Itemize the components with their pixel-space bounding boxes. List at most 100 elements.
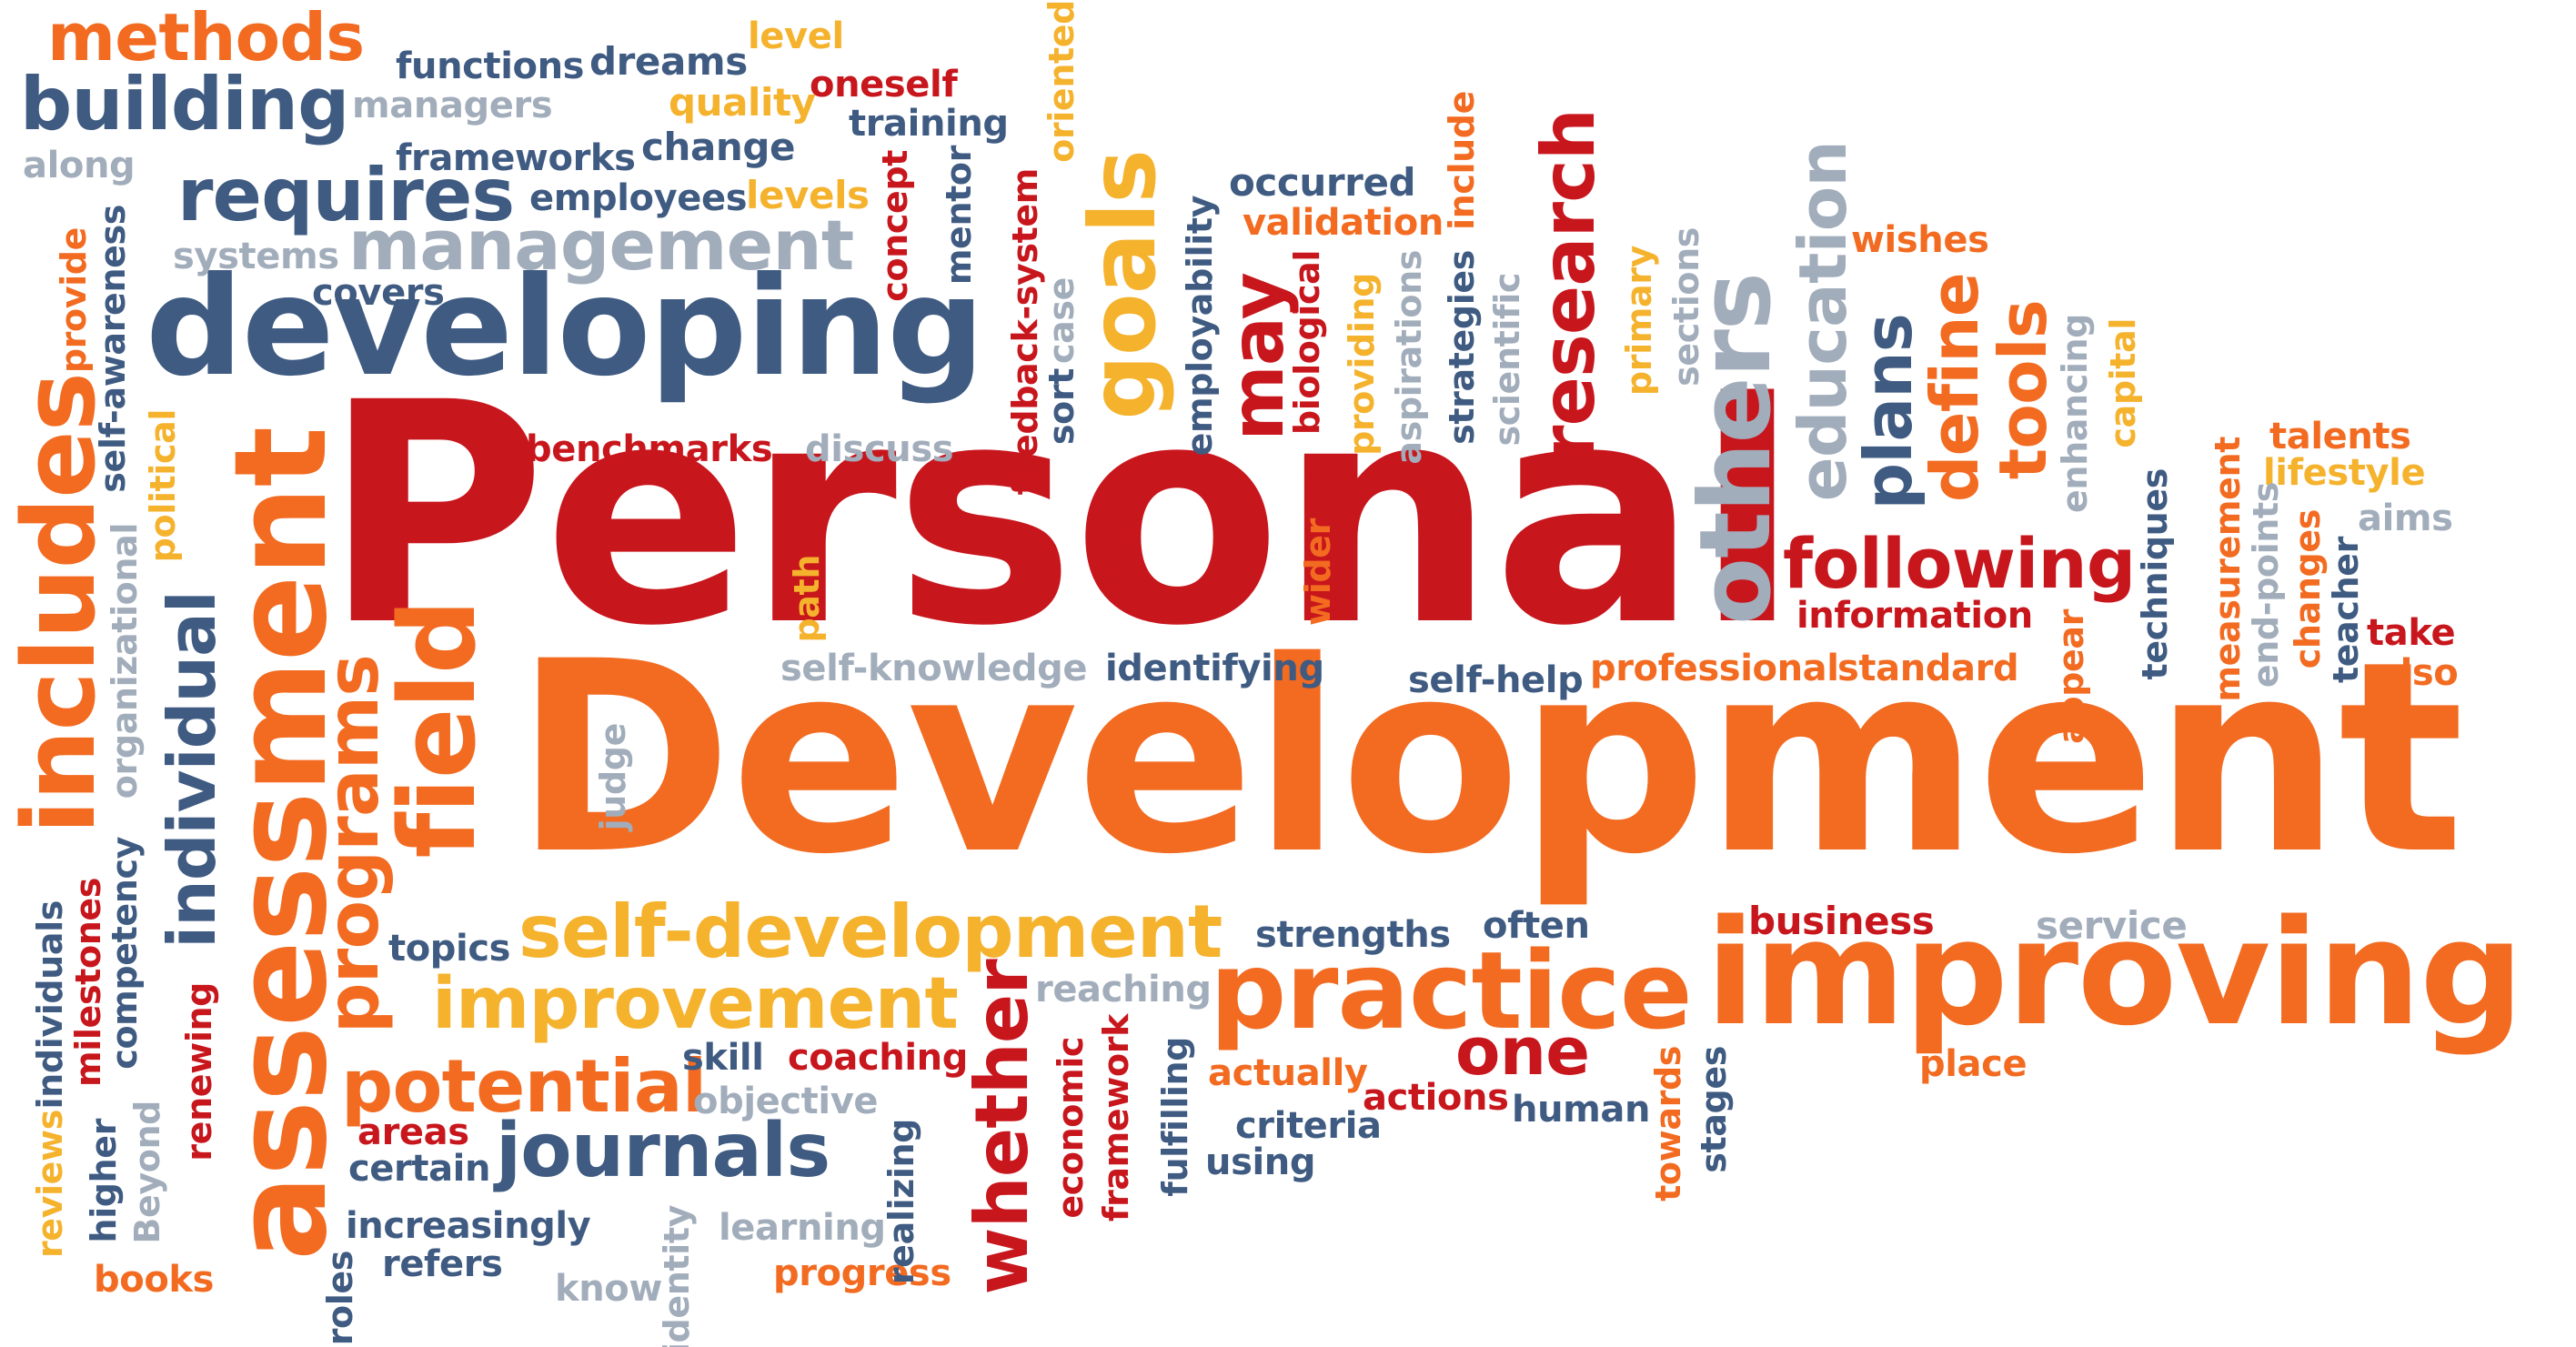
word-individuals: individuals	[30, 900, 70, 1110]
word-employability: employability	[1180, 196, 1220, 457]
word-primary: primary	[1619, 246, 1659, 397]
word-economic: economic	[1051, 1037, 1091, 1219]
word-practice: practice	[1210, 928, 1693, 1053]
word-plans: plans	[1850, 314, 1927, 510]
word-using: using	[1205, 1141, 1316, 1183]
word-mentor: mentor	[939, 146, 979, 286]
word-benchmarks: benchmarks	[526, 428, 773, 470]
word-life: life	[1096, 528, 1136, 588]
word-strengths: strengths	[1255, 914, 1451, 956]
word-occurred: occurred	[1229, 160, 1416, 205]
word-reviews: reviews	[30, 1110, 70, 1259]
word-service: service	[2036, 903, 2188, 948]
word-teacher: teacher	[2326, 537, 2366, 684]
word-coaching: coaching	[788, 1037, 968, 1079]
word-standard: standard	[1837, 648, 2019, 689]
word-techniques: techniques	[2135, 468, 2175, 680]
word-milestones: milestones	[68, 878, 108, 1087]
word-competency: competency	[105, 837, 145, 1070]
word-higher: higher	[84, 1119, 124, 1243]
word-oneself: oneself	[810, 64, 958, 106]
word-change: change	[641, 125, 796, 169]
word-enhancing: enhancing	[2055, 314, 2095, 513]
word-books: books	[94, 1259, 215, 1301]
word-individual: individual	[154, 591, 230, 949]
word-functions: functions	[396, 45, 585, 87]
word-changes: changes	[2288, 509, 2328, 669]
word-actions: actions	[1363, 1077, 1509, 1119]
word-wider: wider	[1298, 518, 1338, 626]
word-include: include	[1442, 91, 1482, 230]
word-potential: potential	[341, 1044, 707, 1129]
word-feedback-system: feedback-system	[1005, 168, 1045, 496]
word-learning: learning	[719, 1207, 886, 1249]
word-self-help: self-help	[1408, 659, 1584, 701]
word-renewing: renewing	[179, 982, 219, 1161]
word-information: information	[1796, 595, 2033, 637]
word-end-points: end-points	[2246, 482, 2286, 689]
word-appear: appear	[2051, 609, 2091, 744]
word-identity: identity	[657, 1205, 697, 1347]
word-provide: provide	[54, 227, 94, 374]
word-providing: providing	[1342, 273, 1382, 456]
word-talents: talents	[2269, 416, 2411, 457]
word-education: education	[1785, 141, 1861, 502]
word-goals: goals	[1070, 150, 1176, 420]
word-methods: methods	[47, 0, 365, 75]
word-may: may	[1215, 273, 1300, 441]
word-one: one	[1455, 1013, 1590, 1090]
word-tools: tools	[1985, 300, 2061, 480]
word-self-knowledge: self-knowledge	[780, 648, 1088, 689]
word-human: human	[1512, 1089, 1651, 1131]
word-levels: levels	[746, 173, 870, 217]
word-aims: aims	[2358, 498, 2453, 539]
word-sections: sections	[1666, 227, 1706, 387]
word-requires: requires	[177, 153, 515, 237]
word-know: know	[555, 1268, 662, 1310]
word-training: training	[849, 103, 1009, 145]
word-improvement: improvement	[432, 963, 959, 1045]
word-level: level	[748, 15, 844, 57]
word-personal: Personal	[323, 338, 1799, 693]
word-actually: actually	[1208, 1052, 1368, 1094]
word-strategies: strategies	[1442, 250, 1482, 445]
word-programs: programs	[313, 655, 395, 1034]
word-areas: areas	[357, 1111, 469, 1153]
word-managers: managers	[352, 85, 553, 126]
word-biological: biological	[1287, 250, 1327, 436]
word-professional: professional	[1590, 648, 1839, 689]
word-wishes: wishes	[1851, 219, 1989, 261]
word-identifying: identifying	[1105, 648, 1324, 689]
word-along: along	[23, 145, 136, 186]
word-aspirations: aspirations	[1389, 250, 1429, 465]
word-take: take	[2367, 612, 2456, 654]
word-often: often	[1483, 905, 1590, 947]
word-fulfilling: fulfilling	[1155, 1037, 1195, 1197]
word-skill: skill	[682, 1037, 764, 1079]
word-organizational: organizational	[105, 523, 145, 799]
word-topics: topics	[388, 928, 511, 970]
word-increasingly: increasingly	[346, 1205, 591, 1247]
word-development: Development	[514, 606, 2464, 912]
word-measurement: measurement	[2208, 437, 2248, 702]
word-validation: validation	[1243, 202, 1444, 244]
word-oriented: oriented	[1041, 0, 1082, 163]
word-self-awareness: self-awareness	[93, 205, 133, 493]
word-beyond: Beyond	[127, 1101, 167, 1244]
word-improving: improving	[1706, 888, 2524, 1058]
word-progress: progress	[773, 1252, 951, 1294]
word-following: following	[1783, 523, 2136, 604]
word-capital: capital	[2103, 318, 2143, 448]
word-roles: roles	[320, 1251, 360, 1346]
word-building: building	[20, 62, 349, 146]
word-quality: quality	[669, 80, 816, 125]
word-lifestyle: lifestyle	[2263, 452, 2426, 494]
word-developing: developing	[146, 248, 985, 407]
word-framework: framework	[1096, 1014, 1136, 1222]
word-field: field	[377, 600, 499, 859]
word-discuss: discuss	[805, 428, 954, 470]
word-journals: journals	[496, 1108, 830, 1194]
word-covers: covers	[312, 272, 445, 314]
word-frameworks: frameworks	[396, 137, 636, 179]
